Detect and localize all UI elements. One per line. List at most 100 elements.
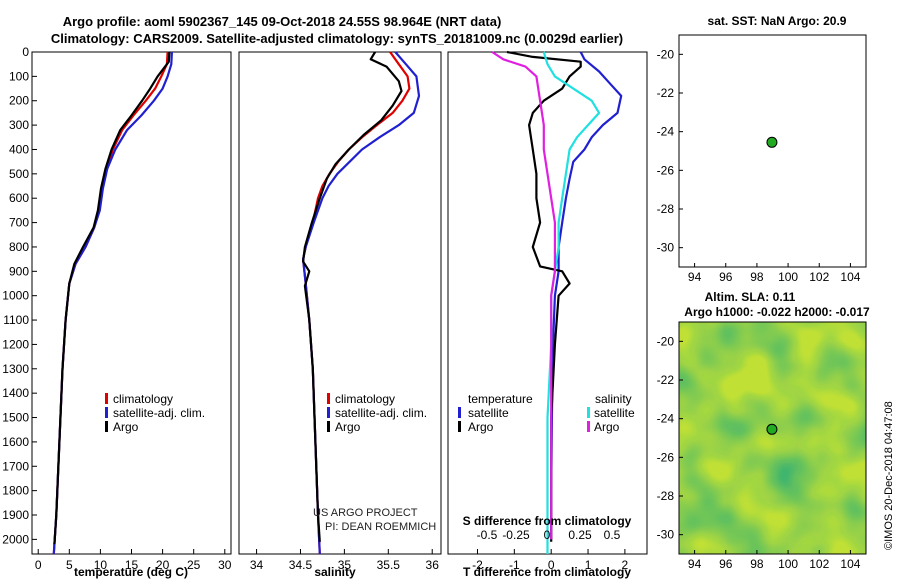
depth-tick-label: 900: [9, 264, 29, 278]
x-tick-label: 36: [426, 558, 440, 572]
title-line-1: Argo profile: aoml 5902367_145 09-Oct-20…: [63, 14, 502, 29]
legend-label-s-satellite: satellite: [594, 406, 635, 420]
s-tick-label: 0.25: [568, 528, 592, 542]
map-y-tick-label: -24: [657, 412, 675, 426]
legend-swatch-argo: [327, 421, 330, 432]
t-difference-label: T difference from climatology: [463, 565, 631, 579]
depth-tick-label: 1200: [2, 337, 29, 351]
x-tick-label: 2: [622, 558, 629, 572]
depth-tick-label: 600: [9, 191, 29, 205]
map-x-tick-label: 94: [688, 557, 702, 571]
depth-tick-label: 500: [9, 167, 29, 181]
series-line-temperature-argo: [506, 50, 582, 542]
sla-map-panel: Altim. SLA: 0.11 Argo h1000: -0.022 h200…: [657, 290, 870, 571]
map-x-tick-label: 102: [809, 270, 829, 284]
argo-location-marker: [766, 136, 778, 148]
map-y-tick-label: -28: [657, 202, 675, 216]
temperature-panel: 0 5 10 15 20 25 30 0 100 200 300 400 500 600 700 800 90…: [2, 45, 231, 579]
x-tick-label: 0: [548, 558, 555, 572]
legend-label-t-argo: Argo: [468, 420, 494, 434]
depth-tick-label: 1300: [2, 362, 29, 376]
depth-tick-label: 300: [9, 118, 29, 132]
legend-swatch-t-argo: [458, 421, 461, 432]
depth-tick-label: 1900: [2, 508, 29, 522]
x-tick-label: -2: [472, 558, 483, 572]
s-tick-label: 0.5: [604, 528, 621, 542]
legend-label-t-satellite: satellite: [468, 406, 509, 420]
legend-label-s-argo: Argo: [594, 420, 620, 434]
series-line-temperature-satellite: [550, 51, 623, 540]
map-x-tick-label: 96: [719, 270, 733, 284]
legend-swatch-climatology: [105, 393, 108, 404]
x-tick-label: 10: [94, 558, 108, 572]
sla-map-frame: [678, 321, 867, 555]
map-x-tick-label: 98: [750, 270, 764, 284]
x-tick-label: 35.5: [377, 558, 401, 572]
x-tick-label: 35: [338, 558, 352, 572]
depth-tick-label: 200: [9, 94, 29, 108]
x-tick-label: 25: [187, 558, 201, 572]
depth-tick-label: 1700: [2, 459, 29, 473]
map-y-tick-label: -24: [657, 125, 675, 139]
series-line-argo: [53, 51, 171, 545]
legend-label-climatology: climatology: [335, 392, 395, 406]
series-line-salinity-argo: [491, 51, 557, 540]
salinity-xlabel: salinity: [314, 565, 356, 579]
x-tick-label: -1: [509, 558, 520, 572]
series-line-satellite-adj-clim-: [302, 51, 421, 555]
map-x-tick-label: 100: [778, 270, 798, 284]
x-tick-label: 1: [585, 558, 592, 572]
legend-label-satellite: satellite-adj. clim.: [335, 406, 427, 420]
pi-annotation: PI: DEAN ROEMMICH: [325, 521, 436, 533]
legend-title-temperature: temperature: [468, 392, 533, 406]
sst-map-title: sat. SST: NaN Argo: 20.9: [708, 14, 847, 28]
map-y-tick-label: -20: [657, 47, 675, 61]
map-y-tick-label: -22: [657, 373, 675, 387]
sla-heatmap: [679, 322, 866, 554]
x-tick-label: 0: [35, 558, 42, 572]
s-tick-label: 0: [544, 528, 551, 542]
map-x-tick-label: 100: [778, 557, 798, 571]
map-x-tick-label: 96: [719, 557, 733, 571]
x-tick-label: 34: [250, 558, 264, 572]
depth-tick-label: 1100: [3, 313, 29, 327]
x-tick-label: 20: [156, 558, 170, 572]
depth-tick-label: 400: [9, 142, 29, 156]
salinity-axes-frame: [238, 51, 442, 555]
legend-swatch-s-satellite: [587, 407, 590, 418]
depth-tick-label: 1000: [2, 289, 29, 303]
sla-title-line-1: Altim. SLA: 0.11: [705, 290, 796, 304]
legend-swatch-satellite: [105, 407, 108, 418]
map-y-tick-label: -30: [657, 528, 675, 542]
legend-swatch-t-satellite: [458, 407, 461, 418]
map-x-tick-label: 94: [688, 270, 702, 284]
depth-tick-label: 1500: [2, 411, 29, 425]
depth-tick-label: 100: [9, 69, 29, 83]
legend-title-salinity: salinity: [595, 392, 632, 406]
map-x-tick-label: 104: [840, 270, 860, 284]
series-line-argo: [302, 51, 403, 542]
s-tick-label: -0.25: [502, 528, 530, 542]
s-difference-label: S difference from climatology: [463, 514, 632, 528]
temperature-xlabel: temperature (deg C): [74, 565, 188, 579]
x-tick-label: 5: [66, 558, 73, 572]
sst-map-panel: sat. SST: NaN Argo: 20.9 94 96 98 100 102 104…: [657, 14, 867, 284]
temperature-axes-frame: [31, 51, 232, 555]
x-tick-label: 34.5: [289, 558, 313, 572]
x-tick-label: 15: [125, 558, 139, 572]
legend-swatch-s-argo: [587, 421, 590, 432]
legend-swatch-argo: [105, 421, 108, 432]
depth-tick-label: 1800: [2, 484, 29, 498]
series-line-climatology: [52, 51, 169, 555]
sst-map-frame: [678, 34, 867, 268]
map-x-tick-label: 104: [840, 557, 860, 571]
legend-label-climatology: climatology: [113, 392, 173, 406]
depth-tick-label: 0: [22, 45, 29, 59]
map-y-tick-label: -20: [657, 334, 675, 348]
title-line-2: Climatology: CARS2009. Satellite-adjuste…: [51, 31, 623, 46]
salinity-panel: 34 34.5 35 35.5 36 salinity climatology sate…: [238, 51, 442, 579]
depth-tick-label: 700: [9, 216, 29, 230]
map-y-tick-label: -26: [657, 450, 675, 464]
s-tick-label: -0.5: [477, 528, 498, 542]
